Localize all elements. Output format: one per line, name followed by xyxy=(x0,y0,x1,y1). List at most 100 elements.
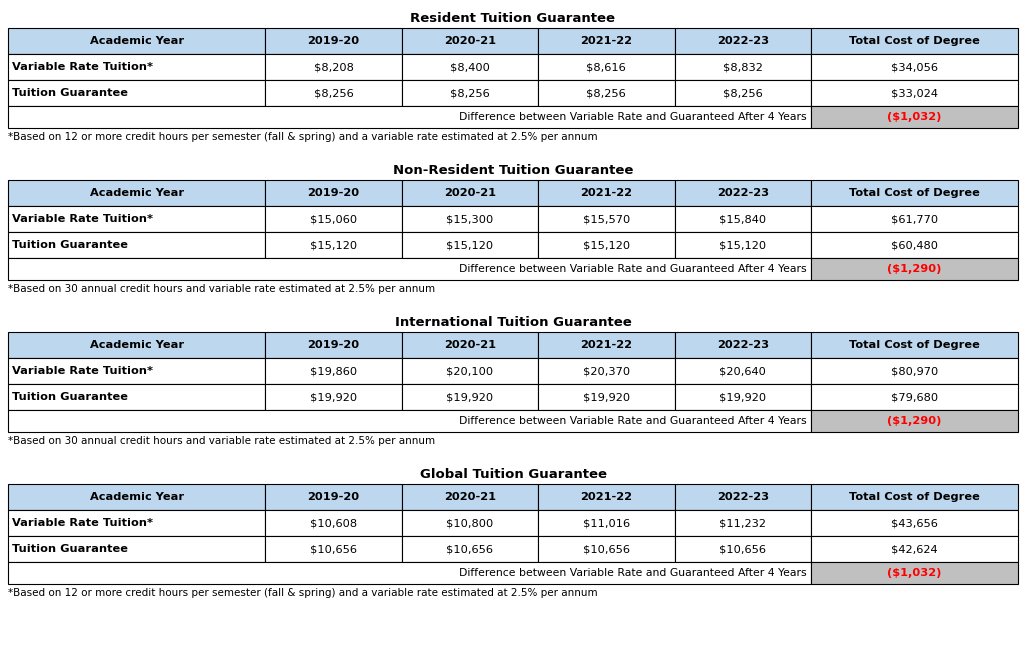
Text: $8,832: $8,832 xyxy=(723,62,762,72)
Bar xyxy=(8,28,266,54)
Text: Academic Year: Academic Year xyxy=(89,340,184,350)
Text: 2020-21: 2020-21 xyxy=(444,36,496,46)
Bar xyxy=(266,536,402,562)
Text: Difference between Variable Rate and Guaranteed After 4 Years: Difference between Variable Rate and Gua… xyxy=(460,416,807,426)
Bar xyxy=(674,180,811,206)
Text: 2019-20: 2019-20 xyxy=(308,36,359,46)
Bar xyxy=(538,180,674,206)
Bar xyxy=(538,510,674,536)
Text: ($1,290): ($1,290) xyxy=(887,416,942,426)
Bar xyxy=(266,80,402,106)
Bar xyxy=(811,106,1018,128)
Text: Academic Year: Academic Year xyxy=(89,188,184,198)
Text: $15,120: $15,120 xyxy=(310,240,357,250)
Text: $43,656: $43,656 xyxy=(891,518,938,528)
Bar xyxy=(538,54,674,80)
Text: 2022-23: 2022-23 xyxy=(717,36,768,46)
Bar xyxy=(674,384,811,410)
Text: 2022-23: 2022-23 xyxy=(717,188,768,198)
Text: 2019-20: 2019-20 xyxy=(308,340,359,350)
Text: $61,770: $61,770 xyxy=(891,214,938,224)
Bar xyxy=(266,484,402,510)
Bar xyxy=(674,358,811,384)
Bar xyxy=(8,180,266,206)
Text: 2020-21: 2020-21 xyxy=(444,188,496,198)
Text: $19,920: $19,920 xyxy=(310,392,357,402)
Bar xyxy=(674,54,811,80)
Bar xyxy=(811,28,1018,54)
Text: $8,616: $8,616 xyxy=(587,62,626,72)
Bar xyxy=(402,332,538,358)
Text: 2022-23: 2022-23 xyxy=(717,340,768,350)
Text: Total Cost of Degree: Total Cost of Degree xyxy=(850,188,980,198)
Bar xyxy=(538,484,674,510)
Text: Academic Year: Academic Year xyxy=(89,492,184,502)
Text: $8,256: $8,256 xyxy=(314,88,353,98)
Text: $15,120: $15,120 xyxy=(719,240,766,250)
Bar xyxy=(266,28,402,54)
Bar xyxy=(266,384,402,410)
Bar xyxy=(8,258,811,280)
Text: $80,970: $80,970 xyxy=(891,366,938,376)
Text: $15,060: $15,060 xyxy=(310,214,357,224)
Bar xyxy=(674,28,811,54)
Text: Difference between Variable Rate and Guaranteed After 4 Years: Difference between Variable Rate and Gua… xyxy=(460,264,807,274)
Text: Resident Tuition Guarantee: Resident Tuition Guarantee xyxy=(410,13,616,25)
Bar xyxy=(811,510,1018,536)
Bar xyxy=(811,384,1018,410)
Bar xyxy=(8,510,266,536)
Bar xyxy=(674,332,811,358)
Bar xyxy=(674,80,811,106)
Text: 2022-23: 2022-23 xyxy=(717,492,768,502)
Bar xyxy=(8,206,266,232)
Bar xyxy=(402,54,538,80)
Bar xyxy=(402,28,538,54)
Bar xyxy=(402,80,538,106)
Text: 2021-22: 2021-22 xyxy=(581,188,632,198)
Bar xyxy=(266,54,402,80)
Text: Global Tuition Guarantee: Global Tuition Guarantee xyxy=(420,468,606,482)
Text: ($1,290): ($1,290) xyxy=(887,264,942,274)
Bar xyxy=(538,384,674,410)
Text: Total Cost of Degree: Total Cost of Degree xyxy=(850,340,980,350)
Bar xyxy=(811,332,1018,358)
Text: 2020-21: 2020-21 xyxy=(444,492,496,502)
Bar xyxy=(8,410,811,432)
Text: Variable Rate Tuition*: Variable Rate Tuition* xyxy=(12,366,153,376)
Text: $19,920: $19,920 xyxy=(583,392,630,402)
Bar xyxy=(402,384,538,410)
Bar xyxy=(811,410,1018,432)
Bar xyxy=(402,232,538,258)
Text: $15,570: $15,570 xyxy=(583,214,630,224)
Bar xyxy=(538,206,674,232)
Text: *Based on 30 annual credit hours and variable rate estimated at 2.5% per annum: *Based on 30 annual credit hours and var… xyxy=(8,284,435,294)
Text: *Based on 30 annual credit hours and variable rate estimated at 2.5% per annum: *Based on 30 annual credit hours and var… xyxy=(8,436,435,446)
Text: $10,800: $10,800 xyxy=(446,518,494,528)
Text: 2021-22: 2021-22 xyxy=(581,36,632,46)
Text: International Tuition Guarantee: International Tuition Guarantee xyxy=(395,317,631,329)
Text: Tuition Guarantee: Tuition Guarantee xyxy=(12,88,128,98)
Text: Tuition Guarantee: Tuition Guarantee xyxy=(12,544,128,554)
Text: Difference between Variable Rate and Guaranteed After 4 Years: Difference between Variable Rate and Gua… xyxy=(460,112,807,122)
Text: $33,024: $33,024 xyxy=(891,88,938,98)
Text: $20,370: $20,370 xyxy=(583,366,630,376)
Text: Variable Rate Tuition*: Variable Rate Tuition* xyxy=(12,214,153,224)
Text: 2019-20: 2019-20 xyxy=(308,188,359,198)
Text: $42,624: $42,624 xyxy=(892,544,938,554)
Bar xyxy=(8,358,266,384)
Text: Variable Rate Tuition*: Variable Rate Tuition* xyxy=(12,62,153,72)
Text: $15,300: $15,300 xyxy=(446,214,494,224)
Text: Total Cost of Degree: Total Cost of Degree xyxy=(850,492,980,502)
Bar xyxy=(266,232,402,258)
Bar xyxy=(811,180,1018,206)
Bar xyxy=(811,358,1018,384)
Text: $10,656: $10,656 xyxy=(446,544,494,554)
Bar xyxy=(266,332,402,358)
Bar xyxy=(538,232,674,258)
Bar xyxy=(674,232,811,258)
Bar xyxy=(402,358,538,384)
Bar xyxy=(674,484,811,510)
Bar xyxy=(811,536,1018,562)
Bar xyxy=(674,206,811,232)
Text: Difference between Variable Rate and Guaranteed After 4 Years: Difference between Variable Rate and Gua… xyxy=(460,568,807,578)
